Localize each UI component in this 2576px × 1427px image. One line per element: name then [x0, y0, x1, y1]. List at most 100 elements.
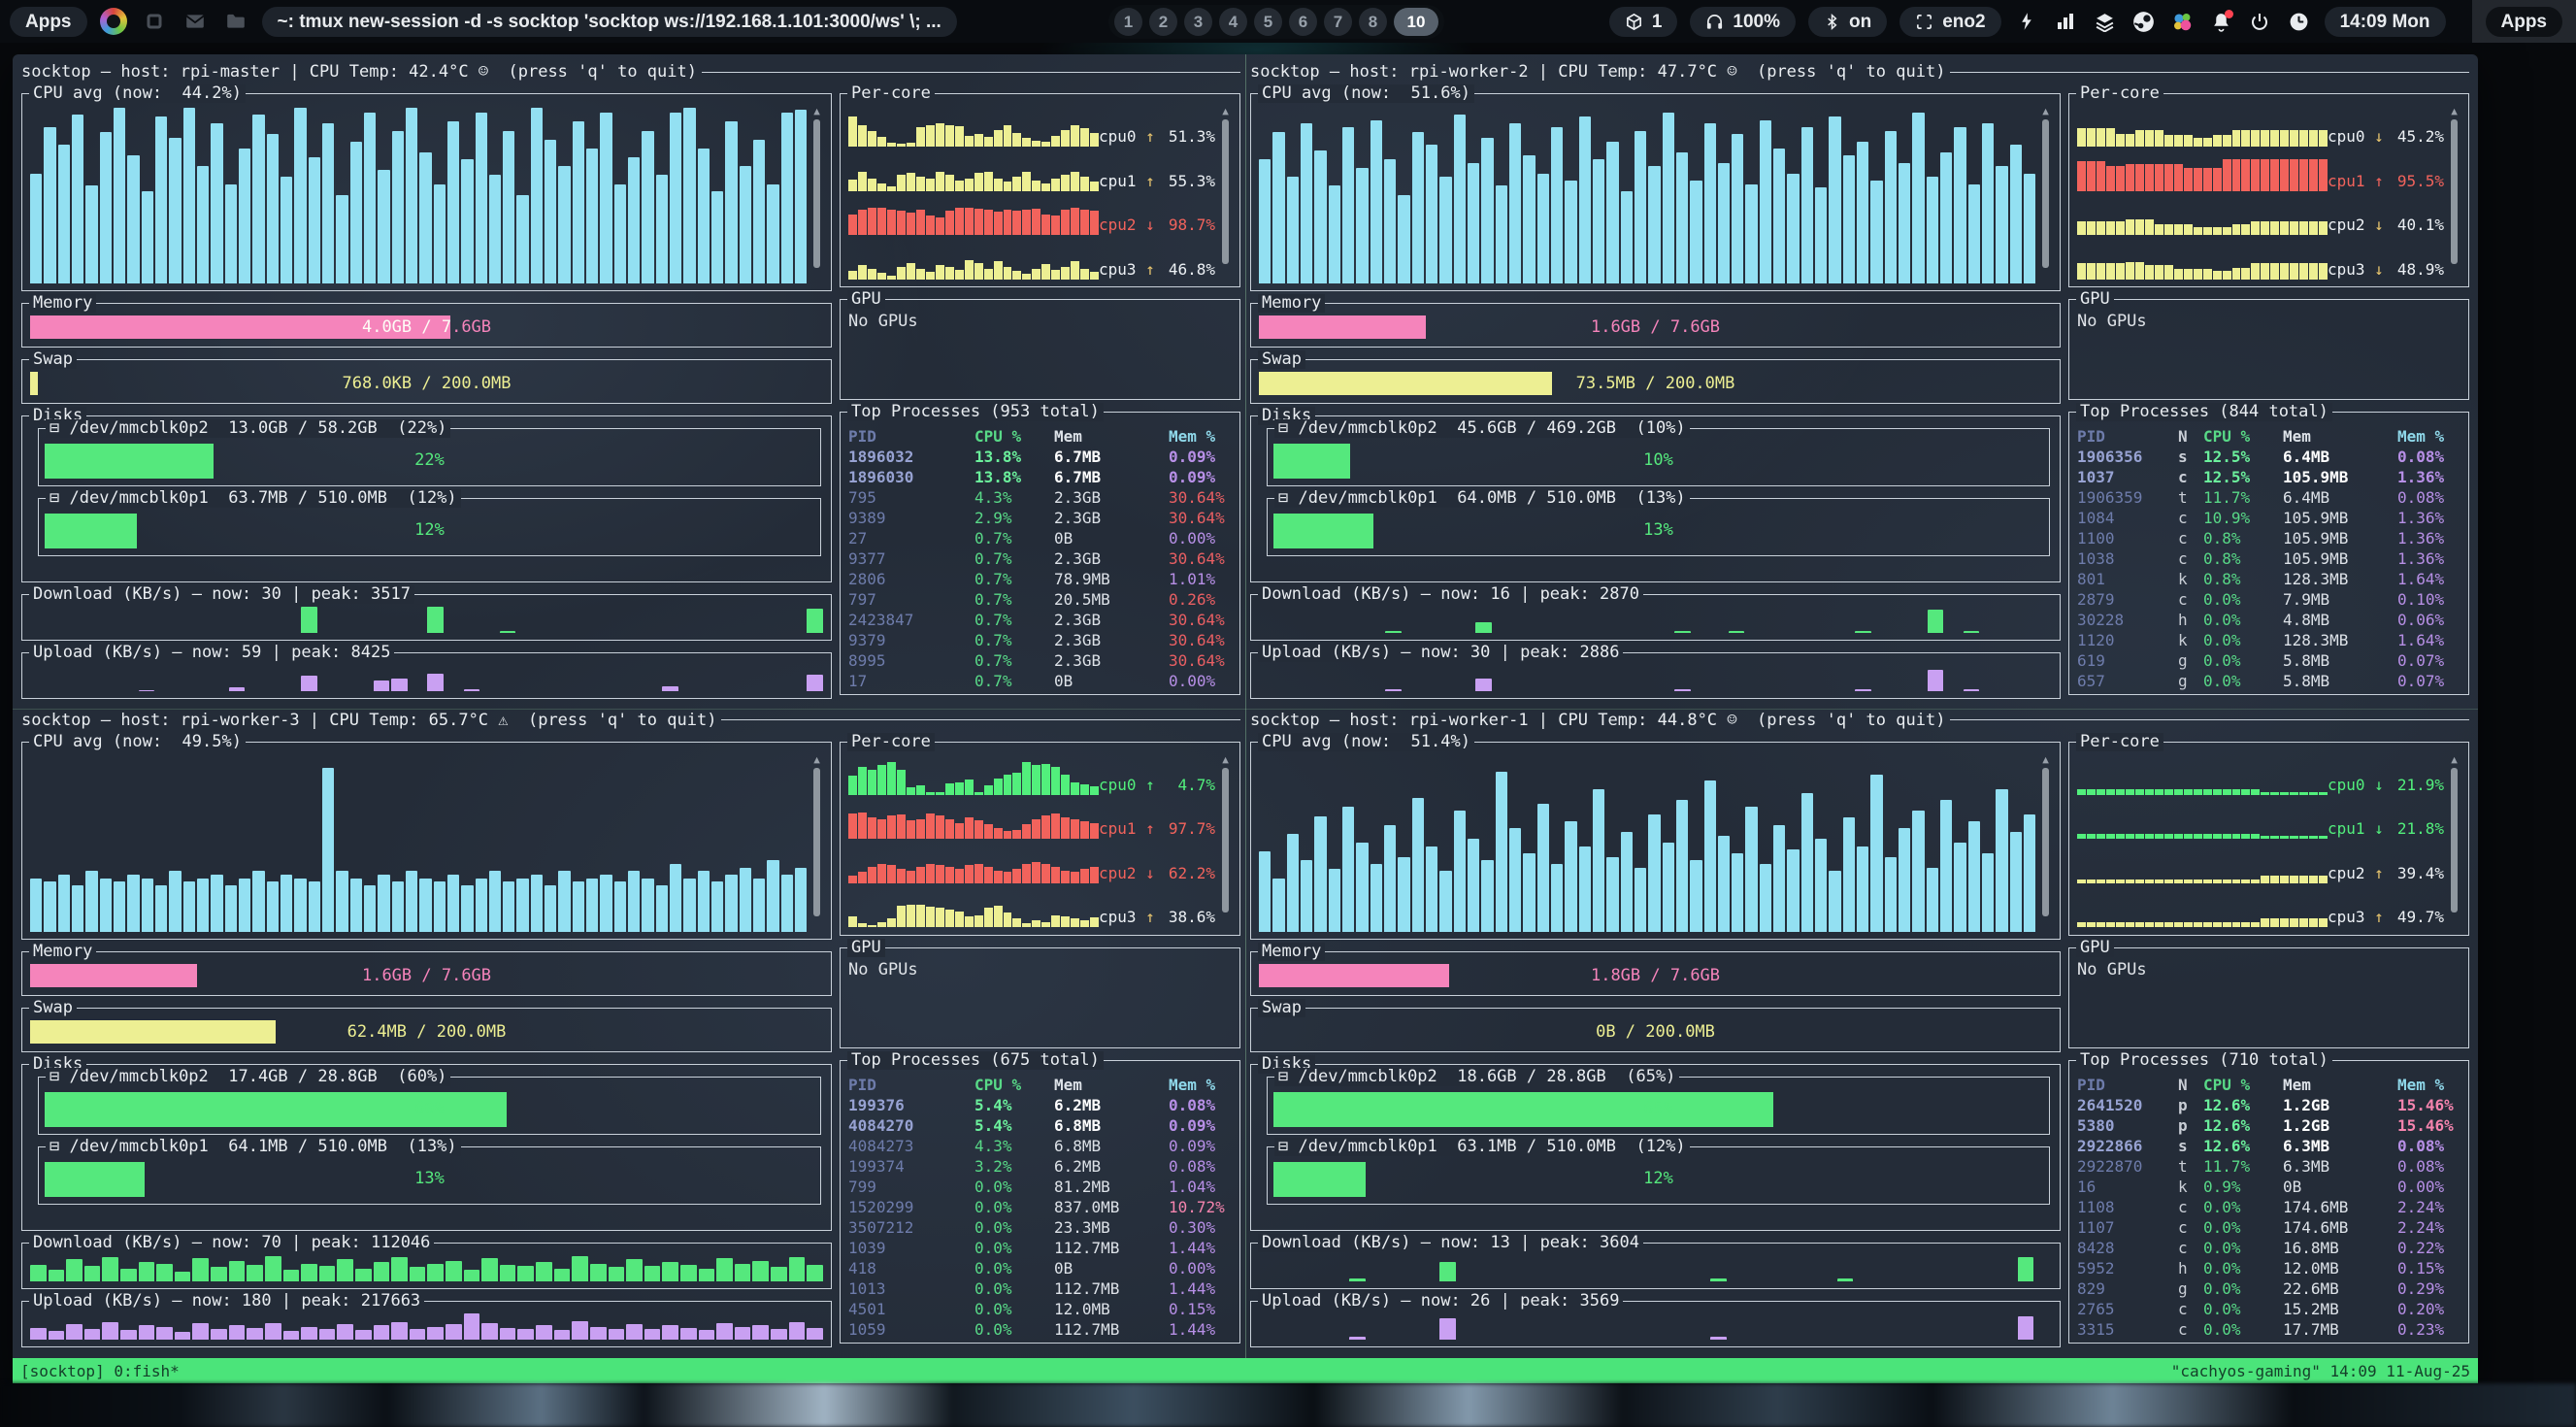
disk-usage-pct: 65%	[1643, 1098, 1673, 1118]
percore-scrollbar[interactable]: ▲	[1219, 754, 1232, 928]
container-count: 1	[1651, 11, 1663, 32]
swap-meter-text: 0B / 200.0MB	[1596, 1021, 1715, 1042]
workspace-1[interactable]: 1	[1114, 8, 1142, 36]
steam-icon[interactable]	[2130, 9, 2157, 35]
window-icon[interactable]	[140, 7, 169, 36]
workspace-6[interactable]: 6	[1289, 8, 1317, 36]
process-mempct: 0.20%	[2397, 1299, 2445, 1318]
percore-scrollbar[interactable]: ▲	[2448, 754, 2460, 928]
clock-indicator[interactable]: 14:09 Mon	[2324, 6, 2446, 37]
workspace-3[interactable]: 3	[1184, 8, 1212, 36]
scrollbar-thumb[interactable]	[813, 119, 820, 268]
process-row: 2922866 s 12.6% 6.3MB 0.08%	[2077, 1136, 2460, 1156]
cpu-scrollbar[interactable]: ▲	[2039, 754, 2052, 932]
scrollbar-thumb[interactable]	[1222, 119, 1229, 264]
process-mem: 6.3MB	[2283, 1136, 2330, 1155]
process-cpu: 12.6%	[2203, 1136, 2251, 1155]
scrollbar-thumb[interactable]	[2451, 119, 2458, 264]
folder-icon[interactable]	[221, 7, 250, 36]
bluetooth-indicator[interactable]: on	[1808, 6, 1888, 37]
workspace-7[interactable]: 7	[1324, 8, 1352, 36]
power-icon[interactable]	[2247, 9, 2273, 35]
process-mem: 837.0MB	[1054, 1197, 1120, 1216]
container-indicator[interactable]: 1	[1608, 6, 1678, 37]
scrollbar-thumb[interactable]	[1222, 767, 1229, 913]
tmux-session-window[interactable]: [socktop] 0:fish*	[20, 1361, 180, 1380]
cpu-scrollbar[interactable]: ▲	[2039, 106, 2052, 283]
process-mem: 105.9MB	[2283, 549, 2349, 568]
scrollbar-thumb[interactable]	[2451, 767, 2458, 913]
disk-icon: ⊟	[50, 418, 70, 438]
workspace-10[interactable]: 10	[1394, 8, 1438, 36]
process-name: t	[2178, 1156, 2188, 1176]
core-history-chart	[2077, 200, 2328, 236]
notifications-bell-icon[interactable]	[2208, 9, 2234, 35]
processes-box: Top Processes (953 total) PID CPU % Mem Mem …	[840, 403, 1240, 695]
process-name: c	[2178, 1217, 2188, 1237]
tmux-horizontal-divider[interactable]	[13, 708, 2478, 710]
processes-box-content: PID CPU % Mem Mem % 199376 5.4% 6.2MB 0.08% 4084…	[841, 1061, 1239, 1343]
process-cpu: 0.0%	[2203, 1258, 2241, 1278]
pane-body: CPU avg (now: 51.6%) ▲ Memory 1.6GB / 7.6GB…	[1250, 83, 2469, 699]
terminal-window[interactable]: socktop — host: rpi-master | CPU Temp: 4…	[13, 54, 2478, 1383]
volume-indicator[interactable]: 100%	[1690, 6, 1796, 37]
disk-label: ⊟ /dev/mmcblk0p1 64.0MB / 510.0MB (13%)	[1274, 489, 1690, 508]
core-row-cpu3: cpu3 ↑ 49.7%	[2077, 888, 2444, 928]
core-row-cpu1: cpu1 ↓ 21.8%	[2077, 800, 2444, 840]
swap-meter-text: 768.0KB / 200.0MB	[342, 374, 512, 393]
process-row: 1896030 13.8% 6.7MB 0.09%	[848, 467, 1232, 487]
process-pid: 199376	[848, 1095, 905, 1114]
scrollbar-thumb[interactable]	[2042, 767, 2049, 916]
tray-app-icon[interactable]	[2169, 9, 2196, 35]
scrollbar-thumb[interactable]	[2042, 119, 2049, 268]
workspace-2[interactable]: 2	[1149, 8, 1177, 36]
process-mem: 2.3GB	[1054, 651, 1102, 670]
process-cpu: 0.0%	[2203, 672, 2241, 690]
process-cpu: 0.0%	[974, 1238, 1012, 1257]
percore-box: Per-core cpu0 ↑ 51.3% cpu1 ↑ 55.3% cpu2 ↓ 98.7% cp…	[840, 84, 1240, 287]
pane-title-text: socktop — host: rpi-worker-1 | CPU Temp:…	[1250, 710, 1946, 730]
workspace-4[interactable]: 4	[1219, 8, 1247, 36]
percore-scrollbar[interactable]: ▲	[2448, 106, 2460, 280]
window-title[interactable]: ~: tmux new-session -d -s socktop 'sockt…	[261, 6, 957, 37]
percore-scrollbar[interactable]: ▲	[1219, 106, 1232, 280]
power-profile-icon[interactable]	[2014, 9, 2040, 35]
process-pid: 4084270	[848, 1115, 914, 1135]
layers-icon[interactable]	[2092, 9, 2118, 35]
system-monitor-icon[interactable]	[2286, 9, 2312, 35]
top-panel-left: Apps ~: tmux new-session -d -s socktop '…	[10, 6, 957, 37]
disks-box-content: ⊟ /dev/mmcblk0p2 45.6GB / 469.2GB (10%) 1…	[1251, 419, 2060, 593]
cpu-avg-box: CPU avg (now: 51.4%) ▲	[1250, 732, 2061, 940]
apps-button-right[interactable]: Apps	[2485, 6, 2562, 37]
memory-meter-bar	[30, 963, 197, 987]
col-mempct: Mem %	[1169, 427, 1216, 446]
process-name: k	[2178, 631, 2188, 649]
network-indicator[interactable]: eno2	[1899, 6, 2001, 37]
process-row: 5952 h 0.0% 12.0MB 0.15%	[2077, 1258, 2460, 1278]
workspace-5[interactable]: 5	[1254, 8, 1282, 36]
stats-icon[interactable]	[2053, 9, 2079, 35]
disk-meter: 60%	[45, 1090, 814, 1129]
process-mem: 6.8MB	[1054, 1136, 1102, 1155]
socktop-pane-rpi-worker-1: socktop — host: rpi-worker-1 | CPU Temp:…	[1250, 709, 2469, 1353]
pane-title: socktop — host: rpi-worker-3 | CPU Temp:…	[21, 709, 1240, 732]
tmux-vertical-divider[interactable]	[1245, 54, 1246, 1358]
cpu-history-chart	[1259, 754, 2036, 932]
app-grid-icon[interactable]	[99, 7, 128, 36]
pane-right-column: Per-core cpu0 ↓ 21.9% cpu1 ↓ 21.8% cpu2 ↑ 39.4% cp…	[2068, 732, 2469, 1347]
scrollbar-thumb[interactable]	[813, 767, 820, 916]
disk-meter: 65%	[1273, 1090, 2043, 1129]
apps-button[interactable]: Apps	[10, 6, 87, 37]
swap-meter-bar	[30, 372, 39, 395]
cpu-scrollbar[interactable]: ▲	[810, 106, 823, 283]
arrow-down-icon: ↓	[2374, 259, 2384, 279]
workspace-8[interactable]: 8	[1359, 8, 1387, 36]
cpu-scrollbar[interactable]: ▲	[810, 754, 823, 932]
download-box-content	[1251, 1244, 2060, 1288]
core-name: cpu3	[1099, 259, 1137, 279]
pinwheel-icon	[99, 8, 127, 35]
mail-icon[interactable]	[181, 7, 210, 36]
process-pid: 797	[848, 590, 876, 609]
process-cpu: 0.8%	[2203, 529, 2241, 548]
